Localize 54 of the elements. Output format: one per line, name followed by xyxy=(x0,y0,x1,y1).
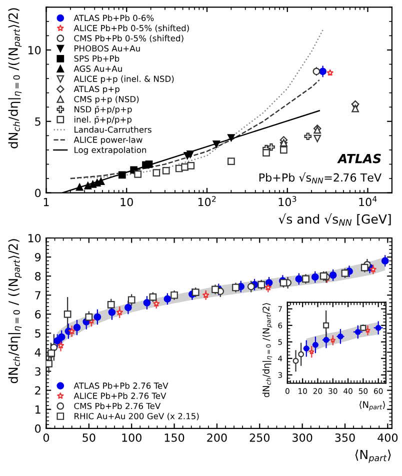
y-axis-title: dN$_{ch}$/dη|$_{η=0}$ /⟨N$_{part}$/2⟩ xyxy=(262,303,272,398)
legend-label: Landau-Carruthers xyxy=(74,126,152,133)
annotation: ATLAS xyxy=(337,154,381,164)
legend-label: NSD p̄+p/p+p xyxy=(74,106,132,114)
y-tick-label: 0 xyxy=(35,424,41,433)
legend-label: CMS p+p (NSD) xyxy=(74,96,139,104)
x-tick-label: 50 xyxy=(82,433,96,442)
legend-label: RHIC Au+Au 200 GeV (x 2.15) xyxy=(74,412,199,420)
x-tick-label: 10 xyxy=(120,198,133,206)
legend-label: Log extrapolation xyxy=(74,146,146,155)
y-tick-label: 7 xyxy=(35,291,40,300)
x-tick-label: 10$^{4}$ xyxy=(359,196,377,206)
x-axis-title: √s and √s$_{NN}$ [GeV] xyxy=(278,213,391,226)
y-axis-title: dN$_{ch}$/dη|$_{η=0}$ / (⟨N$_{part}$⟩/2) xyxy=(8,239,22,384)
y-tick-label: 1 xyxy=(36,405,40,414)
legend-label: ALICE Pb+Pb 2.76 TeV xyxy=(74,392,166,399)
legend-label: ALICE power-law xyxy=(74,136,142,144)
legend-label: ATLAS p+p xyxy=(74,86,120,94)
x-tick-label: 10$^{2}$ xyxy=(198,196,216,206)
y-tick-label: 8 xyxy=(35,272,41,280)
y-tick-label: 5 xyxy=(35,329,40,338)
legend-label: ALICE Pb+Pb 0-5% (shifted) xyxy=(74,24,189,32)
x-axis-title: ⟨N$_{part}$⟩ xyxy=(355,450,391,463)
x-tick-label: 250 xyxy=(250,433,270,442)
x-tick-label: 10$^{3}$ xyxy=(278,196,296,206)
y-tick-label: 2 xyxy=(35,386,40,395)
x-tick-label: 0 xyxy=(43,433,50,442)
x-tick-label: 350 xyxy=(335,433,355,442)
y-tick-label: 0 xyxy=(35,188,41,198)
legend-label: ALICE p+p (inel. & NSD) xyxy=(74,76,174,84)
y-axis-title: dN$_{ch}$/dη|$_{η=0}$ /(⟨N$_{part}$⟩/2) xyxy=(8,8,22,148)
y-tick-label: 9 xyxy=(35,253,41,262)
annotation: Pb+Pb √s$_{NN}$=2.76 TeV xyxy=(259,172,382,184)
x-tick-label: 200 xyxy=(207,433,227,442)
x-tick-label: 1 xyxy=(44,198,49,206)
y-tick-label: 5 xyxy=(35,118,40,126)
x-tick-label: 100 xyxy=(122,433,142,442)
y-tick-label: 3 xyxy=(35,367,40,376)
x-tick-label: 300 xyxy=(292,433,312,442)
y-tick-label: 10 xyxy=(28,234,41,242)
legend-label: ATLAS Pb+Pb 2.76 TeV xyxy=(74,382,168,389)
legend-label: ATLAS Pb+Pb 0-6% xyxy=(74,14,154,22)
legend-label: PHOBOS Au+Au xyxy=(74,45,140,52)
legend-label: AGS Au+Au xyxy=(74,66,122,72)
x-axis-title: ⟨N$_{part}$⟩ xyxy=(360,400,386,411)
y-tick-label: 10 xyxy=(28,46,41,54)
x-tick-label: 400 xyxy=(378,433,398,442)
legend-label: inel. p̄+p/p+p xyxy=(74,116,132,124)
y-tick-label: 6 xyxy=(35,310,41,319)
legend-label: SPS Pb+Pb xyxy=(74,55,120,62)
legend-label: CMS Pb+Pb 0-5% (shifted) xyxy=(74,34,184,42)
y-tick-label: 4 xyxy=(34,348,41,356)
x-tick-label: 150 xyxy=(164,433,184,442)
legend-label: CMS Pb+Pb 2.76 TeV xyxy=(74,402,161,410)
